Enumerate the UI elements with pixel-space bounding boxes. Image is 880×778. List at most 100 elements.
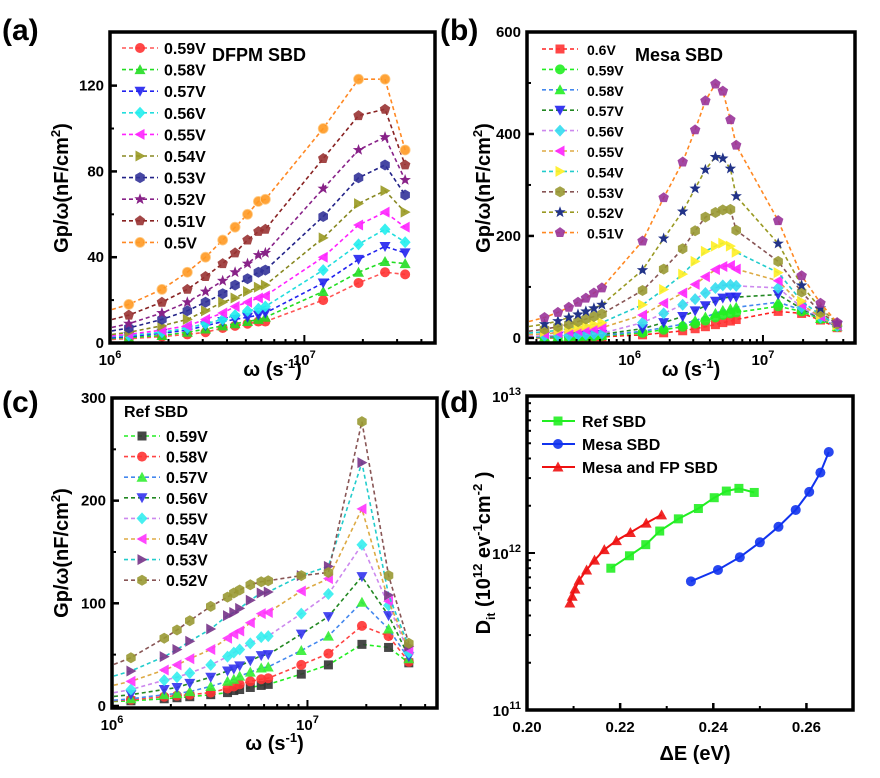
data-point [730, 292, 742, 303]
data-point [689, 182, 701, 194]
chart-title: Ref SBD [124, 404, 188, 421]
data-point [754, 537, 765, 548]
data-point [709, 264, 720, 276]
series-line [111, 163, 406, 332]
y-tick-label: 600 [496, 24, 521, 41]
series-0.55V [111, 206, 410, 340]
y-tick-label: 80 [87, 163, 104, 180]
data-point [252, 310, 264, 321]
legend-marker [137, 431, 147, 441]
legend-item: 0.56V [122, 106, 206, 123]
data-point [725, 316, 735, 326]
data-point [171, 688, 183, 699]
legend-marker [137, 554, 148, 566]
data-point [689, 315, 701, 326]
panel-label: (b) [440, 14, 478, 47]
y-tick-label: 40 [87, 249, 104, 266]
data-point [182, 313, 193, 325]
data-point [182, 305, 193, 317]
legend-label: 0.53V [164, 171, 206, 188]
data-point [262, 650, 274, 661]
data-point [217, 258, 228, 269]
legend-label: Mesa and FP SBD [582, 460, 718, 477]
x-axis-title: ω (s-1) [243, 356, 301, 381]
data-point [126, 665, 137, 677]
data-point [823, 446, 834, 457]
data-point [322, 588, 334, 601]
data-point [230, 292, 241, 304]
data-point [563, 311, 575, 323]
x-tick-label: 0.26 [792, 719, 821, 736]
data-point [637, 309, 648, 321]
data-point [356, 572, 368, 583]
data-point [677, 156, 688, 167]
legend-marker [135, 43, 145, 53]
data-point [235, 602, 246, 614]
data-point [295, 607, 307, 620]
y-tick-label: 1013 [492, 386, 521, 406]
data-point [243, 286, 254, 298]
data-point [172, 624, 182, 636]
data-point [244, 656, 256, 667]
data-point [598, 544, 610, 555]
data-point [730, 263, 741, 275]
data-point [699, 287, 711, 300]
data-point [710, 78, 721, 89]
data-point [352, 144, 365, 155]
series-line [610, 487, 755, 570]
legend-marker [135, 150, 146, 162]
data-point [322, 630, 334, 641]
data-point [242, 304, 254, 317]
series-0.57V [113, 596, 415, 704]
data-point [123, 298, 135, 310]
panel-label: (a) [2, 14, 39, 47]
data-point [709, 493, 719, 503]
series-0.53V [111, 159, 410, 334]
data-point [637, 316, 649, 329]
data-point [234, 625, 245, 637]
data-point [690, 225, 700, 237]
y-tick-label: 200 [496, 228, 521, 245]
legend-item: 0.54V [122, 149, 206, 166]
data-point [717, 293, 729, 304]
data-point [245, 594, 256, 606]
data-point [384, 589, 395, 601]
data-point [242, 296, 253, 308]
data-point [357, 457, 368, 469]
data-point [205, 643, 216, 655]
data-point [158, 664, 169, 676]
data-point [182, 283, 193, 294]
legend-label: 0.53V [166, 553, 208, 570]
data-point [295, 629, 307, 640]
legend-item: Ref SBD [542, 414, 646, 431]
data-point [815, 297, 826, 308]
data-point [229, 221, 241, 233]
data-point [573, 574, 585, 585]
data-point [296, 570, 307, 582]
y-tick-label: 100 [81, 595, 106, 612]
data-point [242, 273, 253, 285]
legend-label: 0.52V [166, 573, 208, 590]
legend-label: 0.5V [164, 235, 197, 252]
series-Ref SBD [606, 483, 759, 573]
data-point [690, 324, 700, 334]
data-point [772, 215, 784, 226]
data-point [200, 271, 211, 281]
data-point [323, 567, 334, 578]
legend-marker [555, 44, 565, 54]
legend-label: 0.55V [166, 511, 208, 528]
x-tick-label: 0.22 [606, 719, 635, 736]
data-point [171, 671, 183, 684]
legend-item: 0.6V [542, 42, 616, 58]
data-point [658, 232, 670, 244]
data-point [710, 320, 720, 330]
data-point [244, 637, 256, 650]
data-point [295, 645, 307, 656]
legend-item: 0.57V [124, 470, 208, 487]
data-point [234, 643, 246, 656]
data-point [677, 243, 688, 255]
data-point [640, 517, 652, 528]
data-point [123, 317, 135, 329]
data-point [721, 486, 731, 496]
